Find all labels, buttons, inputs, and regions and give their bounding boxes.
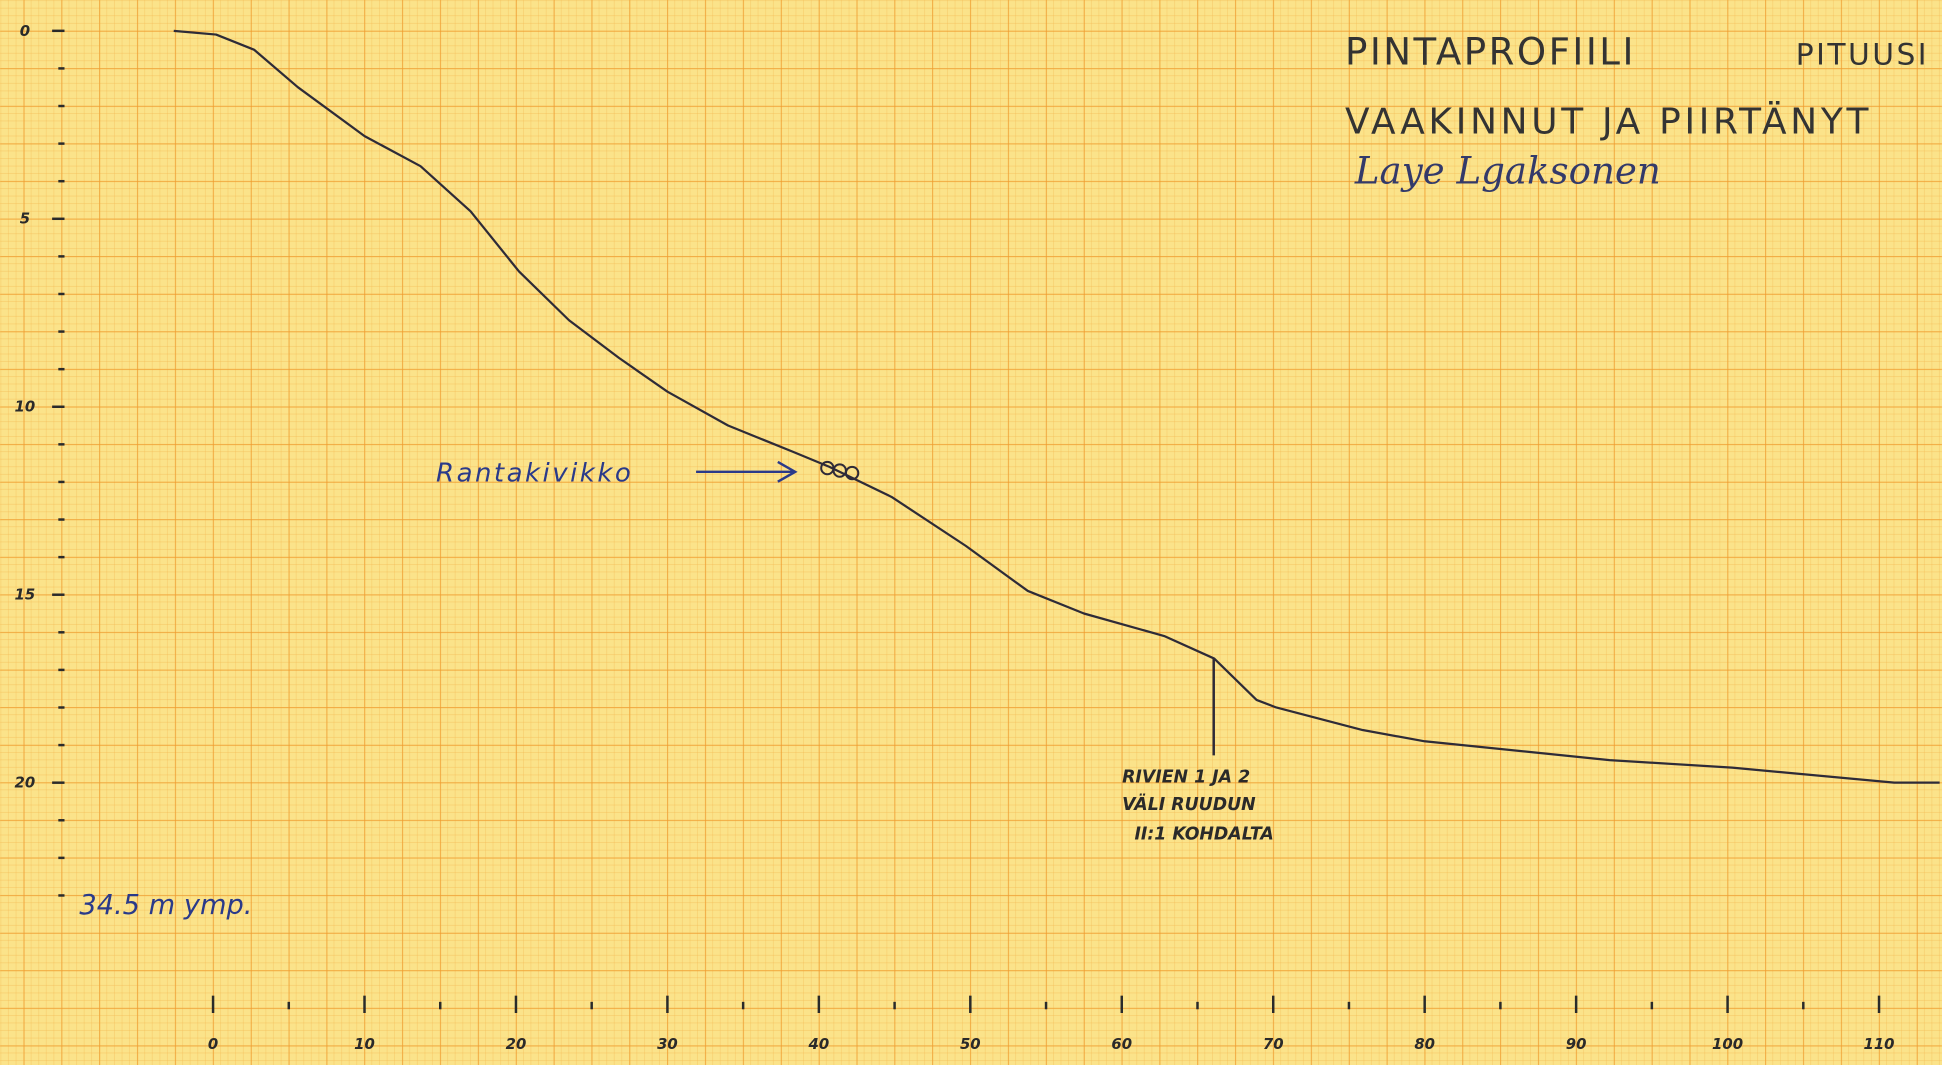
x-tick-label: 110 (1864, 1035, 1895, 1053)
x-tick-label: 50 (960, 1035, 981, 1053)
page: 0 5 10 15 20 0 10 20 30 40 50 60 70 80 90 100 110 PINTAP… (0, 0, 1942, 1065)
x-tick-label: 20 (506, 1035, 527, 1053)
x-tick-label: 30 (657, 1035, 678, 1053)
x-tick-label: 70 (1263, 1035, 1284, 1053)
x-tick-label: 100 (1712, 1035, 1743, 1053)
note-line: RIVIEN 1 JA 2 (1122, 768, 1250, 788)
title: PINTAPROFIILI (1345, 30, 1636, 73)
title-right: PITUUSI (1796, 37, 1929, 72)
chart: 0 5 10 15 20 0 10 20 30 40 50 60 70 80 90 100 110 PINTAP… (0, 0, 1942, 1065)
note-line: VÄLI RUUDUN (1122, 793, 1256, 815)
shore-label: Rantakivikko (436, 459, 633, 489)
note-line: II:1 KOHDALTA (1134, 825, 1273, 845)
y-tick-label: 20 (15, 774, 36, 792)
x-tick-label: 80 (1414, 1035, 1435, 1053)
x-tick-label: 60 (1111, 1035, 1132, 1053)
y-tick-label: 10 (15, 398, 36, 416)
x-tick-label: 40 (808, 1035, 830, 1053)
y-tick-label: 15 (15, 586, 36, 604)
y-tick-label: 0 (20, 22, 30, 40)
signature: Laye Lgaksonen (1354, 149, 1661, 192)
x-tick-label: 90 (1566, 1035, 1587, 1053)
subtitle: VAAKINNUT JA PIIRTÄNYT (1345, 101, 1872, 143)
x-tick-label: 0 (208, 1035, 218, 1053)
x-tick-label: 10 (354, 1035, 375, 1053)
elevation-note: 34.5 m ymp. (79, 890, 252, 921)
y-tick-label: 5 (20, 210, 30, 228)
